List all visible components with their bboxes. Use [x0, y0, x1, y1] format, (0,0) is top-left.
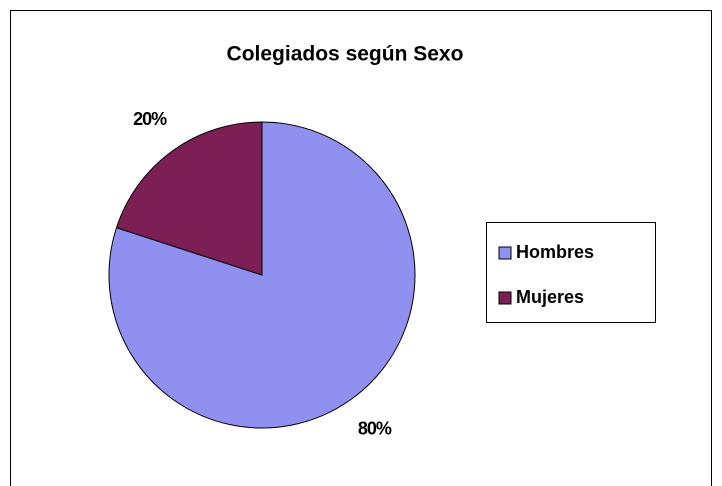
legend-label: Mujeres: [516, 287, 584, 307]
legend-swatch: [498, 291, 512, 305]
data-label: 80%: [358, 418, 392, 438]
chart-title: Colegiados según Sexo: [227, 43, 464, 66]
pie-slice: [115, 121, 263, 276]
legend-swatch: [498, 246, 512, 260]
legend-label: Hombres: [516, 242, 594, 262]
legend-box: [486, 222, 656, 323]
data-label: 20%: [133, 109, 167, 129]
